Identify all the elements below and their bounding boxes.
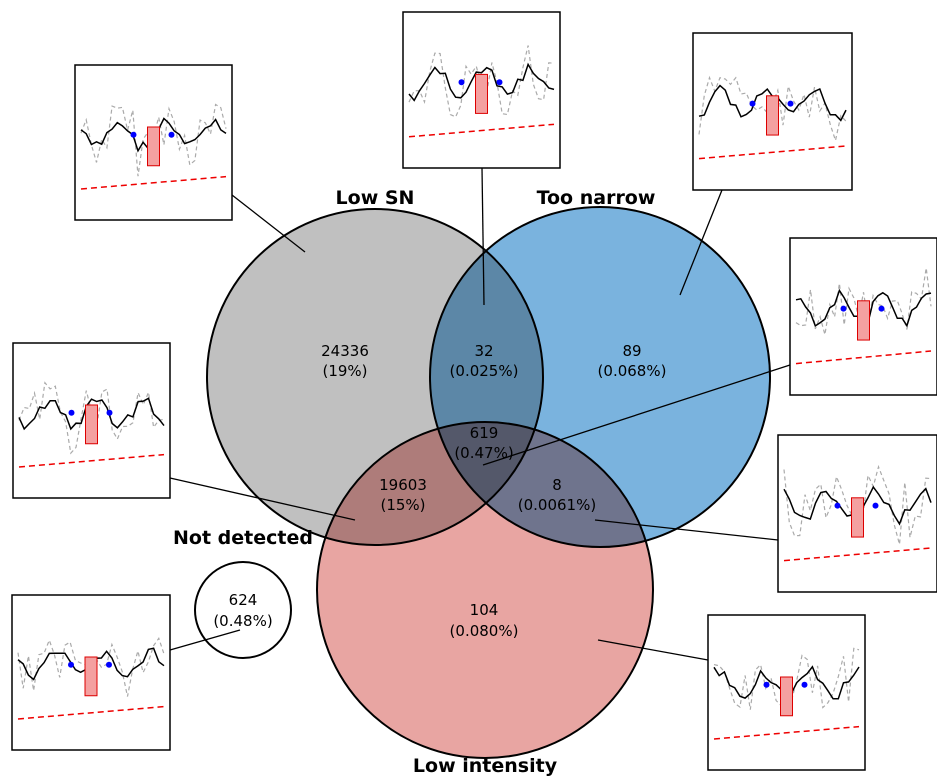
region-count: 89 [622,342,641,360]
inset-plot [707,614,866,771]
set-label: Too narrow [537,187,656,209]
region-percent: (0.068%) [598,362,667,380]
leader-line [594,519,779,541]
peak-area [147,126,160,167]
peak-point [872,502,879,509]
inset-plot [692,32,853,191]
peak-point [878,305,885,312]
baseline [795,350,932,365]
inset-plot [789,237,937,396]
peak-area [85,404,98,445]
peak-area [475,73,488,114]
peak-point [801,681,808,688]
region-percent: (0.48%) [213,612,272,630]
leader-line [231,194,306,253]
leader-line [481,167,485,306]
peak-point [496,79,503,86]
venn-circles [194,206,771,759]
set-label: Not detected [173,527,313,549]
raw-trace [795,267,932,335]
peak-point [68,409,75,416]
baseline [698,145,847,160]
peak-point [106,409,113,416]
peak-point [68,661,74,668]
smooth-trace [18,397,165,431]
set-label: Low intensity [413,755,558,777]
region-percent: (0.025%) [450,362,519,380]
baseline [783,547,932,562]
peak-point [130,131,137,138]
region-percent: (0.0061%) [518,496,596,514]
baseline [80,175,227,190]
inset-plot [74,64,233,221]
inset-plot [12,342,171,499]
peak-point [787,100,794,107]
region-count: 8 [552,476,562,494]
region-percent: (15%) [380,496,425,514]
leader-line [169,477,356,521]
peak-point [749,100,756,107]
smooth-trace [408,62,555,102]
region-count: 624 [229,591,258,609]
peak-point [458,79,465,86]
peak-point [763,681,770,688]
peak-area [766,95,779,136]
peak-area [857,300,870,341]
region-percent: (19%) [322,362,367,380]
region-count: 32 [474,342,493,360]
peak-area [780,676,793,717]
raw-trace [17,636,165,697]
low-intensity-circle [316,421,654,759]
peak-point [106,661,112,668]
leader-lines [169,167,791,661]
peak-point [840,305,847,312]
region-count: 19603 [379,476,427,494]
baseline [713,725,860,740]
peak-area [84,656,98,697]
inset-plot [402,11,561,169]
baseline [18,453,165,468]
set-label: Low SN [336,187,415,209]
peak-area [851,497,864,538]
leader-line [482,364,791,466]
region-percent: (0.080%) [450,622,519,640]
region-count: 24336 [321,342,369,360]
inset-plot [11,594,171,751]
raw-trace [408,45,555,118]
leader-line [679,189,723,296]
region-count: 104 [470,601,499,619]
peak-point [834,502,841,509]
inset-plots [11,11,937,771]
leader-line [169,629,241,651]
baseline [17,705,165,720]
region-count: 619 [470,424,499,442]
leader-line [597,639,709,661]
inset-plot [777,434,937,593]
peak-point [168,131,175,138]
region-percent: (0.47%) [454,444,513,462]
not-detected-circle [194,561,292,659]
baseline [408,123,555,138]
